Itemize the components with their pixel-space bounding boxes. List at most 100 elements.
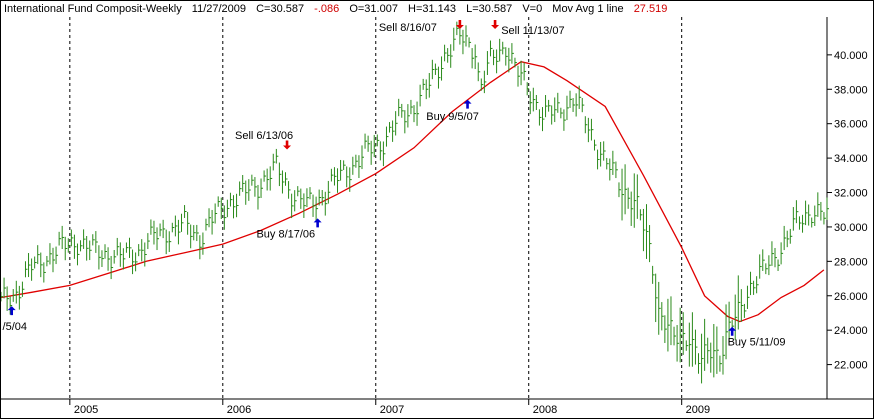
price-bar	[483, 70, 487, 94]
price-bar	[725, 304, 729, 360]
price-bar	[646, 204, 649, 259]
price-bar	[514, 57, 517, 68]
price-bar	[765, 263, 768, 275]
price-bar	[312, 194, 316, 217]
price-bar	[538, 109, 542, 126]
price-bar	[557, 92, 560, 113]
price-bar	[330, 168, 334, 182]
price-bar	[122, 248, 126, 270]
price-bar	[135, 252, 138, 272]
price-bar	[144, 242, 147, 267]
price-bar	[802, 214, 805, 233]
price-bar	[468, 37, 472, 48]
price-bar	[263, 170, 267, 182]
price-bar	[655, 273, 658, 323]
price-bar	[254, 177, 257, 197]
price-bar	[76, 243, 80, 266]
price-bar	[269, 166, 273, 191]
price-bar	[753, 280, 756, 295]
price-bar	[297, 186, 300, 197]
buy-signal-arrow-icon	[7, 306, 16, 316]
low-label: L=30.587	[466, 3, 513, 15]
price-bar	[217, 196, 221, 207]
price-bar	[220, 197, 224, 219]
price-bar	[428, 73, 432, 98]
price-bar	[676, 325, 680, 362]
y-tick-label: 22.000	[834, 360, 868, 372]
price-bar	[477, 62, 481, 82]
signal-annotation-label: Buy 9/5/07	[426, 111, 479, 123]
price-bar	[661, 302, 664, 331]
price-bar	[119, 242, 123, 267]
price-bar	[324, 191, 328, 216]
price-bar	[474, 44, 478, 70]
price-bar	[679, 307, 683, 363]
price-bar	[28, 253, 31, 278]
price-bar	[162, 219, 166, 239]
price-bar	[288, 181, 291, 199]
x-tick-label: 2007	[380, 404, 404, 416]
price-bar	[101, 250, 104, 267]
price-bar	[205, 218, 208, 231]
price-bar	[688, 322, 692, 367]
price-bar	[389, 122, 392, 133]
price-bar	[337, 168, 340, 193]
price-bar	[159, 223, 163, 237]
price-bar	[196, 224, 199, 242]
price-bar	[251, 174, 254, 186]
price-bar	[713, 323, 716, 378]
price-bar	[658, 281, 661, 335]
price-bar	[419, 84, 423, 107]
sell-signal-arrow-icon	[455, 20, 464, 30]
buy-signal-arrow-icon	[728, 326, 737, 336]
grid-lines	[69, 17, 683, 399]
price-bar	[437, 66, 441, 89]
price-bar	[343, 160, 346, 170]
price-bar	[128, 237, 132, 258]
price-bar	[471, 48, 475, 69]
price-bar	[248, 179, 251, 201]
moving-average-line	[1, 61, 825, 323]
y-tick-label: 26.000	[834, 291, 868, 303]
price-bar	[416, 101, 420, 126]
price-bar	[321, 190, 325, 206]
price-bar	[43, 262, 46, 283]
price-bar	[612, 150, 615, 175]
price-bar	[260, 178, 264, 198]
volume-label: V=0	[522, 3, 543, 15]
price-bar	[636, 174, 640, 219]
signal-annotation-label: Sell 8/16/07	[379, 22, 437, 34]
price-bar	[756, 276, 759, 294]
price-bar	[226, 199, 230, 218]
signal-arrows-layer	[7, 20, 737, 336]
price-bar	[578, 85, 582, 109]
price-bar	[593, 139, 597, 151]
price-bar	[759, 254, 762, 279]
y-tick-label: 40.000	[834, 50, 868, 62]
price-bar	[67, 238, 71, 253]
price-bar	[728, 301, 732, 343]
buy-signal-arrow-icon	[463, 99, 472, 109]
price-bar	[236, 193, 239, 218]
price-bar	[774, 247, 777, 268]
price-bars-layer	[1, 21, 829, 384]
price-bar	[535, 94, 539, 111]
signal-annotation-label: Sell 11/13/07	[501, 25, 564, 37]
price-bar	[407, 104, 410, 128]
price-bar	[554, 97, 557, 123]
price-bar	[73, 234, 77, 259]
price-bar	[795, 200, 799, 224]
price-bar	[823, 212, 826, 225]
price-bar	[177, 219, 181, 245]
price-bar	[569, 90, 573, 108]
price-bar	[792, 207, 796, 231]
y-axis: 22.000 24.000 26.000 28.000 30.000 32.000 34.0…	[827, 50, 868, 372]
price-bar	[392, 120, 395, 142]
price-bar	[621, 168, 625, 221]
price-bar	[826, 197, 829, 220]
price-bar	[15, 280, 19, 304]
price-bar	[740, 289, 744, 322]
price-bar	[743, 303, 747, 318]
price-bar	[168, 231, 172, 252]
price-bar	[165, 229, 169, 255]
